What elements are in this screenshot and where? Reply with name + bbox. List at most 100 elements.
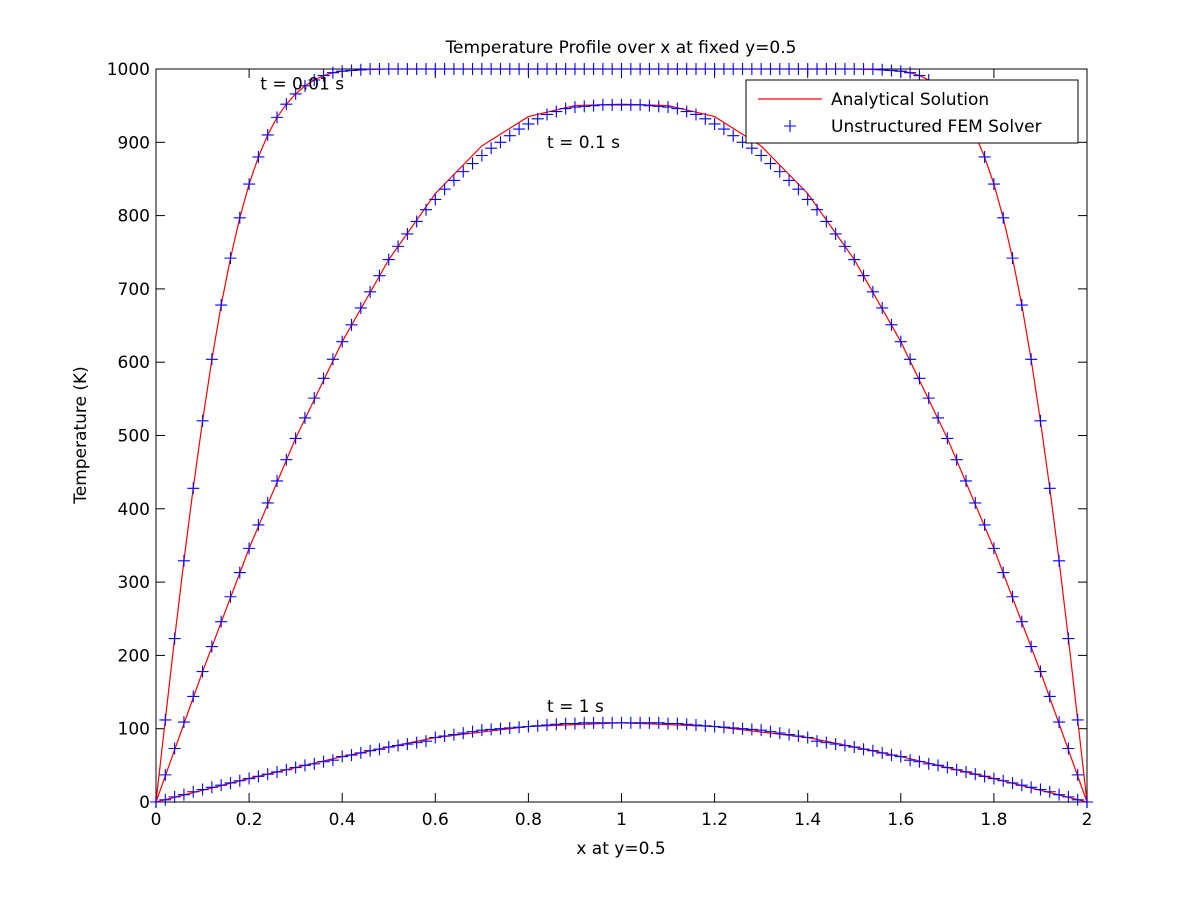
fem-point [773,165,786,178]
fem-point [1071,793,1084,806]
fem-point [848,741,861,754]
fem-point [503,129,516,142]
fem-point [261,768,274,781]
fem-point [419,203,432,216]
fem-point [997,774,1010,787]
fem-point [317,372,330,385]
y-tick-label: 900 [118,133,150,153]
y-tick-label: 0 [139,793,150,813]
fem-point [1071,713,1084,726]
fem-point [187,482,200,495]
fem-point [894,335,907,348]
fem-point [866,744,879,757]
fem-point [298,411,311,424]
fem-point [224,590,237,603]
x-tick-label: 0.6 [422,810,449,830]
fem-point [215,779,228,792]
fem-point [848,253,861,266]
fem-point [559,102,572,115]
fem-point [1015,299,1028,312]
fem-point [717,123,730,136]
fem-point [289,761,302,774]
fem-point [401,227,414,240]
fem-point [1015,779,1028,792]
fem-point [1053,788,1066,801]
y-tick-label: 600 [118,353,150,373]
fem-point [531,719,544,732]
fem-point [410,736,423,749]
fem-point [745,142,758,155]
fem-point [289,432,302,445]
fem-point [522,720,535,733]
fem-point [987,178,1000,191]
fem-point [894,750,907,763]
fem-point [643,99,656,112]
fem-point [233,566,246,579]
fem-point [689,108,702,121]
fem-point [708,720,721,733]
fem-point [904,754,917,767]
legend-label: Analytical Solution [831,90,989,110]
fem-point [345,64,358,77]
plot-area: 0 0.2 0.4 0.6 0.8 1 1.2 1.4 1.6 1.8 2 0 100 200 300 400… [107,60,1093,830]
fem-point [326,66,339,79]
fem-point [177,554,190,567]
fem-point [224,776,237,789]
y-axis-label: Temperature (K) [71,366,91,505]
fem-point [959,474,972,487]
fem-point [326,353,339,366]
fem-point [187,785,200,798]
fem-point [1015,615,1028,628]
fem-point [764,725,777,738]
fem-point [159,793,172,806]
x-tick-label: 0.2 [236,810,263,830]
fem-point [885,318,898,331]
legend-box [745,79,1079,144]
x-tick-label: 1.6 [887,810,914,830]
fem-point [1081,796,1093,808]
fem-point [820,215,833,228]
fem-point [876,746,889,759]
curve-annotation: t = 0.1 s [547,133,620,153]
fem-point [783,728,796,741]
fem-point [941,432,954,445]
fem-point [1025,353,1038,366]
fem-point [950,763,963,776]
fem-point [345,749,358,762]
fem-point [941,761,954,774]
fem-point [1062,742,1075,755]
fem-point [708,117,721,130]
fem-point [196,665,209,678]
fem-point [885,64,898,77]
series-fem [150,63,1093,808]
fem-curve-1 [150,98,1093,808]
fem-point [429,731,442,744]
x-tick-label: 0.8 [515,810,542,830]
fem-point [997,566,1010,579]
fem-point [680,105,693,118]
y-tick-label: 1000 [107,60,150,80]
legend: Analytical Solution Unstructured FEM Solv… [745,79,1079,144]
fem-point [541,719,554,732]
fem-point [503,721,516,734]
fem-point [308,757,321,770]
fem-point [1043,690,1056,703]
fem-point [755,149,768,162]
fem-point [243,772,256,785]
fem-point [466,725,479,738]
fem-point [168,742,181,755]
fem-point [1025,781,1038,794]
fem-point [1034,665,1047,678]
fem-point [773,727,786,740]
fem-point [494,722,507,735]
fem-point [150,796,162,808]
fem-point [298,79,311,92]
fem-point [243,542,256,555]
series-layer [150,63,1093,808]
fem-point [652,100,665,113]
fem-point [271,474,284,487]
fem-point [364,285,377,298]
fem-point [987,772,1000,785]
fem-point [196,783,209,796]
